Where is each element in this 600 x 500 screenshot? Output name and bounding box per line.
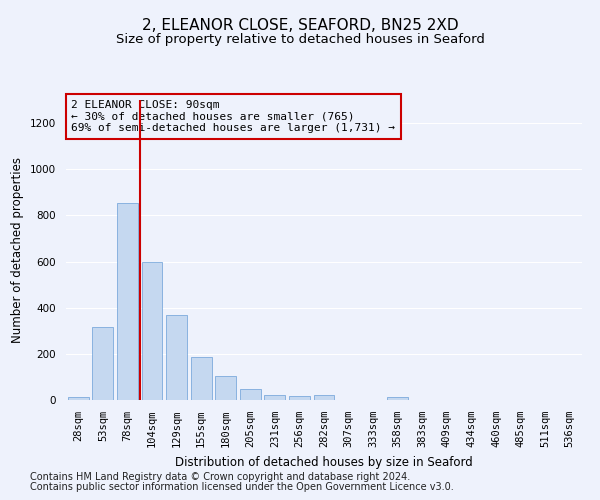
Bar (117, 202, 138, 400)
Bar (387, 396, 408, 400)
Text: Contains HM Land Registry data © Crown copyright and database right 2024.: Contains HM Land Registry data © Crown c… (30, 472, 410, 482)
Bar (215, 376, 236, 400)
Bar (142, 262, 163, 400)
Text: Contains public sector information licensed under the Open Government Licence v3: Contains public sector information licen… (30, 482, 454, 492)
Text: 2, ELEANOR CLOSE, SEAFORD, BN25 2XD: 2, ELEANOR CLOSE, SEAFORD, BN25 2XD (142, 18, 458, 32)
Bar (191, 358, 212, 400)
Y-axis label: Number of detached properties: Number of detached properties (11, 157, 25, 343)
Bar (289, 396, 310, 400)
Bar (92, 328, 113, 400)
X-axis label: Distribution of detached houses by size in Seaford: Distribution of detached houses by size … (175, 456, 473, 468)
Text: Size of property relative to detached houses in Seaford: Size of property relative to detached ho… (116, 32, 484, 46)
Bar (68, 396, 89, 400)
Bar (166, 314, 187, 400)
Text: 2 ELEANOR CLOSE: 90sqm
← 30% of detached houses are smaller (765)
69% of semi-de: 2 ELEANOR CLOSE: 90sqm ← 30% of detached… (71, 100, 395, 133)
Bar (314, 396, 334, 400)
Bar (240, 389, 261, 400)
Bar (265, 395, 286, 400)
